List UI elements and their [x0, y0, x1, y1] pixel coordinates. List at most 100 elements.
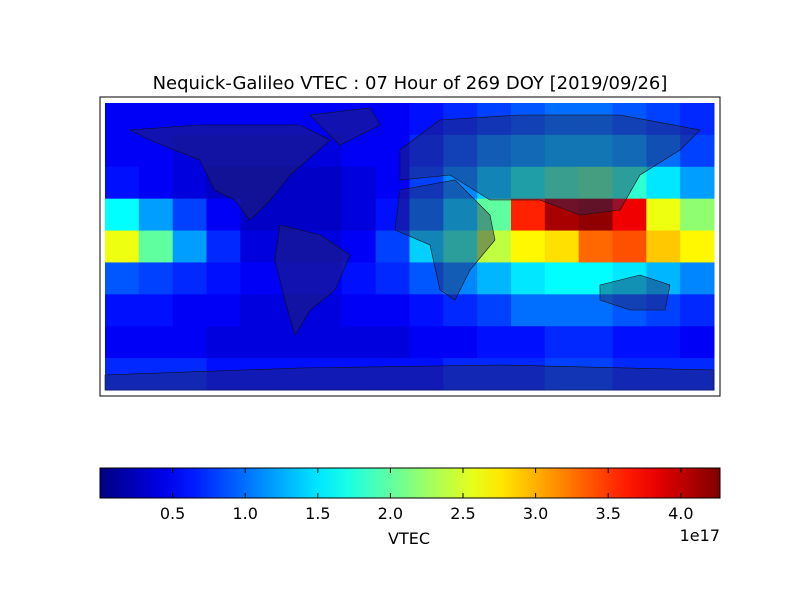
heat-cell [511, 198, 546, 232]
heat-cell [646, 134, 681, 168]
heat-cell [477, 358, 512, 391]
heat-cell [578, 134, 613, 168]
heat-cell [646, 326, 681, 359]
heat-cell [240, 134, 275, 168]
heat-cell [612, 358, 647, 391]
colorbar-tick-label: 0.5 [160, 504, 185, 523]
heat-cell [308, 326, 343, 359]
heat-cell [578, 358, 613, 391]
heat-cell [443, 358, 478, 391]
heat-cell [206, 198, 241, 232]
map-frame [99, 96, 721, 397]
heat-cell [646, 358, 681, 391]
heat-cell [172, 103, 207, 136]
heat-cell [375, 326, 410, 359]
heat-cell [680, 134, 715, 168]
heat-cell [477, 294, 512, 327]
chart-title: Nequick-Galileo VTEC : 07 Hour of 269 DO… [153, 73, 668, 94]
heat-cell [443, 166, 478, 200]
heat-cell [274, 103, 309, 136]
colorbar-offset: 1e17 [680, 526, 720, 545]
heat-cell [680, 262, 715, 295]
heat-cell [308, 230, 343, 263]
land [128, 124, 331, 221]
heat-cell [646, 294, 681, 327]
heat-cell [240, 262, 275, 295]
heat-cell [680, 103, 715, 136]
continents [104, 107, 715, 391]
colorbar-tick-label: 2.0 [378, 504, 403, 523]
heat-cell [138, 134, 174, 168]
heat-cell [105, 198, 140, 232]
heat-cell [680, 326, 715, 359]
colorbar-tick-label: 1.5 [305, 504, 330, 523]
heat-cell [172, 326, 207, 359]
heat-cell [578, 103, 613, 136]
land [104, 364, 715, 391]
heat-cell [578, 198, 613, 232]
heat-cell [612, 230, 647, 263]
heat-cell [105, 134, 140, 168]
heat-cell [511, 358, 546, 391]
heat-cell [544, 230, 580, 263]
heat-cell [375, 230, 410, 263]
heat-cell [477, 326, 512, 359]
colorbar-label: VTEC [388, 529, 430, 548]
heat-cell [138, 294, 174, 327]
heat-cell [105, 230, 140, 263]
heat-cell [612, 326, 647, 359]
colorbar-tick-label: 3.5 [595, 504, 620, 523]
heat-cell [544, 166, 580, 200]
heat-cell [308, 294, 343, 327]
heat-cell [511, 230, 546, 263]
land [274, 224, 351, 336]
heat-cell [375, 262, 410, 295]
heat-cell [375, 294, 410, 327]
heat-cell [511, 294, 546, 327]
heat-cell [341, 198, 377, 232]
heat-cell [375, 166, 410, 200]
heat-cell [477, 198, 512, 232]
heat-cell [240, 326, 275, 359]
heat-cell [274, 198, 309, 232]
heat-cell [646, 262, 681, 295]
heat-cell [105, 326, 140, 359]
heat-cell [409, 358, 444, 391]
heat-cell [274, 326, 309, 359]
heat-cell [680, 294, 715, 327]
heat-cell [477, 166, 512, 200]
heat-cell [138, 326, 174, 359]
heat-cell [172, 166, 207, 200]
heat-cell [477, 134, 512, 168]
heat-cell [443, 230, 478, 263]
heat-cell [274, 134, 309, 168]
heat-cell [240, 294, 275, 327]
heat-cell [544, 262, 580, 295]
heat-cell [240, 358, 275, 391]
heat-cell [544, 134, 580, 168]
heat-cell [308, 262, 343, 295]
heat-cell [544, 103, 580, 136]
heat-cell [409, 262, 444, 295]
heat-cell [680, 166, 715, 200]
heat-cell [138, 262, 174, 295]
heat-cell [341, 166, 377, 200]
heat-cell [612, 166, 647, 200]
heat-cell [612, 294, 647, 327]
heat-cell [138, 230, 174, 263]
heat-cell [612, 134, 647, 168]
heat-cell [206, 166, 241, 200]
heat-cell [646, 230, 681, 263]
land [399, 114, 701, 216]
colorbar-tick-label: 4.0 [668, 504, 693, 523]
heat-cell [511, 166, 546, 200]
heat-cell [680, 358, 715, 391]
heat-cell [138, 198, 174, 232]
heat-cell [544, 326, 580, 359]
heat-cell [206, 103, 241, 136]
heat-cell [409, 326, 444, 359]
heat-cell [680, 230, 715, 263]
heat-cell [511, 103, 546, 136]
heat-cell [646, 103, 681, 136]
